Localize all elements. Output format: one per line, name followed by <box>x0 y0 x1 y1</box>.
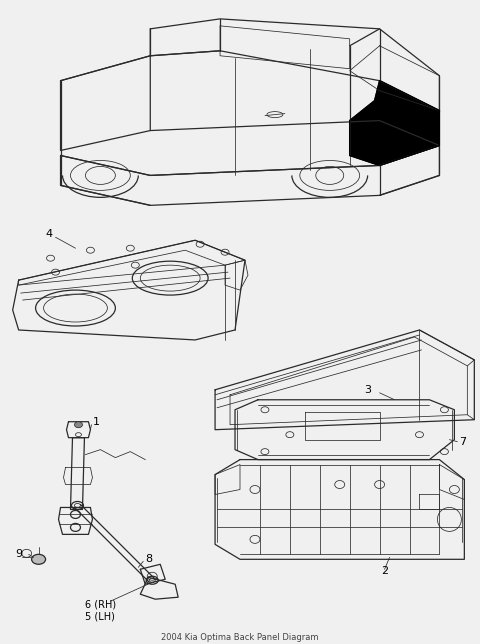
Text: 6 (RH): 6 (RH) <box>85 599 116 609</box>
Text: 8: 8 <box>145 554 152 564</box>
Text: 1: 1 <box>93 417 99 427</box>
Text: 2004 Kia Optima Back Panel Diagram: 2004 Kia Optima Back Panel Diagram <box>161 632 319 641</box>
Text: 9: 9 <box>16 549 23 560</box>
Text: 4: 4 <box>46 229 53 240</box>
Text: 3: 3 <box>365 385 372 395</box>
Text: 5 (LH): 5 (LH) <box>85 611 115 621</box>
Text: 2: 2 <box>382 566 389 576</box>
Ellipse shape <box>32 554 46 564</box>
Polygon shape <box>350 80 439 166</box>
Text: 7: 7 <box>459 437 467 447</box>
Ellipse shape <box>74 422 83 428</box>
